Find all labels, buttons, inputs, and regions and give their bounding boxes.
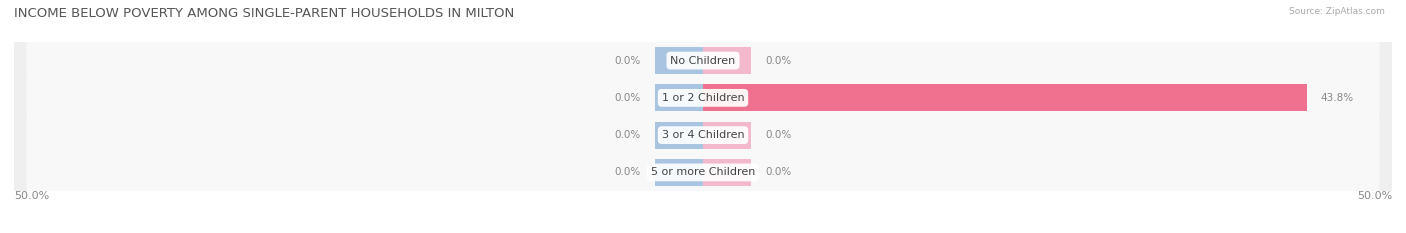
Text: 0.0%: 0.0% xyxy=(765,168,792,177)
Text: No Children: No Children xyxy=(671,56,735,65)
Bar xyxy=(703,159,751,186)
FancyBboxPatch shape xyxy=(27,147,1379,197)
Text: 43.8%: 43.8% xyxy=(1320,93,1354,103)
Text: 0.0%: 0.0% xyxy=(614,130,641,140)
Text: 50.0%: 50.0% xyxy=(14,191,49,201)
Text: 0.0%: 0.0% xyxy=(765,56,792,65)
Bar xyxy=(655,47,703,74)
FancyBboxPatch shape xyxy=(14,64,1392,132)
FancyBboxPatch shape xyxy=(27,73,1379,123)
Bar xyxy=(703,47,751,74)
Text: 50.0%: 50.0% xyxy=(1357,191,1392,201)
Text: 1 or 2 Children: 1 or 2 Children xyxy=(662,93,744,103)
Text: 5 or more Children: 5 or more Children xyxy=(651,168,755,177)
Bar xyxy=(655,84,703,111)
Bar xyxy=(655,122,703,149)
FancyBboxPatch shape xyxy=(14,101,1392,169)
Text: Source: ZipAtlas.com: Source: ZipAtlas.com xyxy=(1289,7,1385,16)
FancyBboxPatch shape xyxy=(27,36,1379,86)
Text: 0.0%: 0.0% xyxy=(614,168,641,177)
Text: 3 or 4 Children: 3 or 4 Children xyxy=(662,130,744,140)
FancyBboxPatch shape xyxy=(14,138,1392,206)
Text: 0.0%: 0.0% xyxy=(614,93,641,103)
Text: INCOME BELOW POVERTY AMONG SINGLE-PARENT HOUSEHOLDS IN MILTON: INCOME BELOW POVERTY AMONG SINGLE-PARENT… xyxy=(14,7,515,20)
Text: 0.0%: 0.0% xyxy=(765,130,792,140)
Bar xyxy=(703,84,1306,111)
FancyBboxPatch shape xyxy=(27,110,1379,160)
Text: 0.0%: 0.0% xyxy=(614,56,641,65)
FancyBboxPatch shape xyxy=(14,27,1392,95)
Bar xyxy=(703,122,751,149)
Bar xyxy=(655,159,703,186)
